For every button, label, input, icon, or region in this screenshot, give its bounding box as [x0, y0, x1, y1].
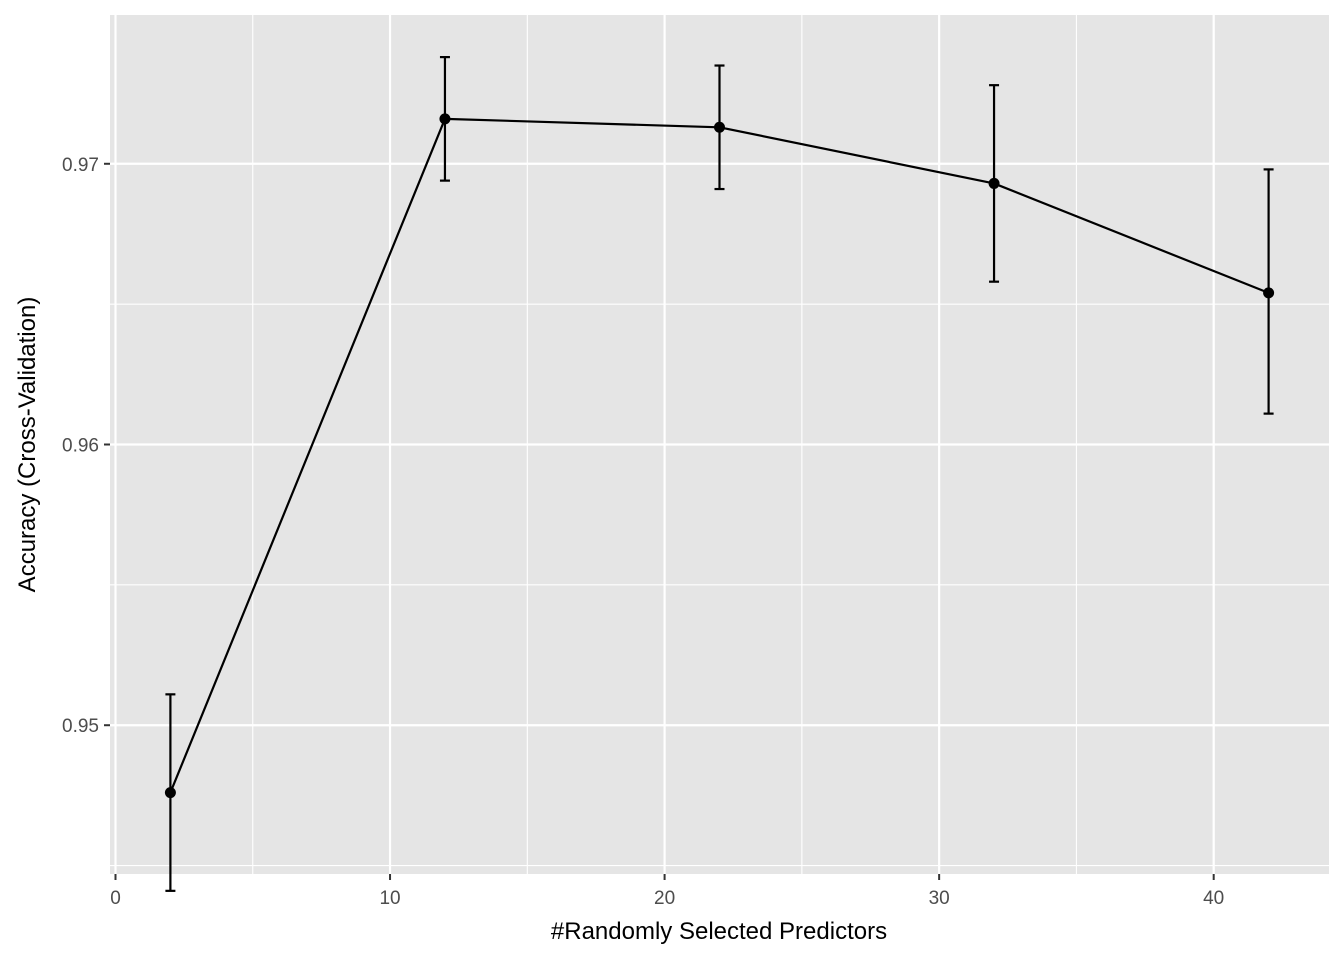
y-tick-label: 0.96 — [62, 436, 99, 457]
data-point — [714, 121, 725, 133]
x-tick-label: 0 — [110, 888, 121, 909]
data-point — [164, 787, 176, 799]
x-tick-label: 30 — [929, 888, 950, 909]
y-tick-label: 0.97 — [62, 155, 99, 176]
x-axis-title: #Randomly Selected Predictors — [551, 918, 887, 945]
data-point — [988, 177, 1000, 189]
x-tick-label: 40 — [1203, 888, 1224, 909]
x-axis: 0 10 20 30 40 — [110, 874, 1224, 909]
y-axis: 0.95 0.96 0.97 — [62, 155, 110, 737]
y-axis-title: Accuracy (Cross-Validation) — [14, 297, 41, 593]
data-points — [164, 113, 1275, 799]
y-tick-label: 0.95 — [62, 716, 99, 737]
data-point — [1263, 287, 1275, 299]
x-tick-label: 20 — [654, 888, 675, 909]
data-point — [439, 113, 451, 125]
x-tick-label: 10 — [379, 888, 400, 909]
